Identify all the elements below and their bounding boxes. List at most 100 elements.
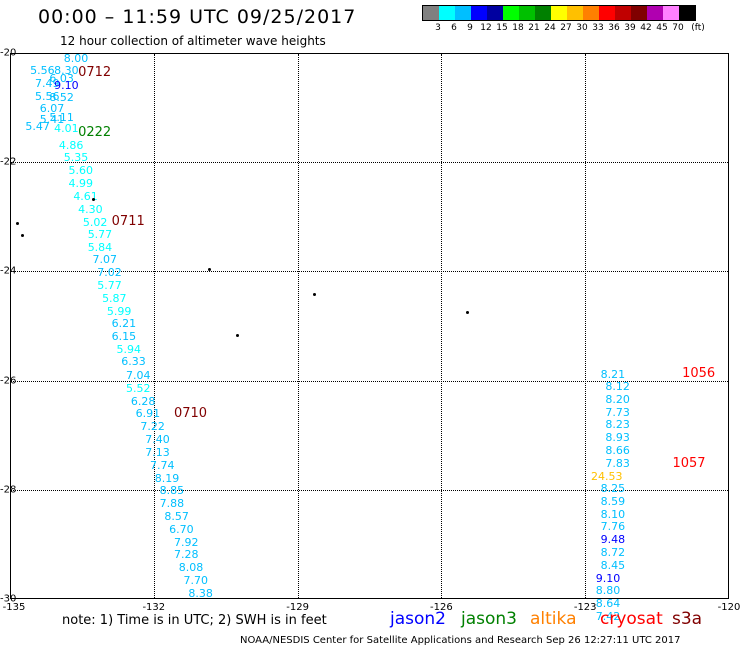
lat-tick-label: -28 — [0, 484, 17, 496]
pass-time-label: 0222 — [78, 124, 112, 140]
page-title: 00:00 – 11:59 UTC 09/25/2017 — [38, 6, 357, 28]
scale-label: (ft) — [691, 23, 705, 33]
scale-label: 18 — [512, 23, 524, 33]
wave-height-label: 8.72 — [600, 546, 626, 560]
wave-height-label: 6.28 — [130, 394, 156, 408]
wave-height-label: 5.56 — [34, 89, 60, 103]
wave-height-label: 8.19 — [154, 471, 180, 485]
island-marker — [312, 293, 316, 297]
scale-label: 6 — [451, 23, 457, 33]
scale-label: 39 — [624, 23, 636, 33]
lat-tick-label: -30 — [0, 593, 17, 605]
pass-time-label: 1056 — [682, 365, 716, 381]
color-scale-labels: 3 6 9 12 15 18 21 24 27 30 33 36 39 42 45 70 (ft) — [422, 21, 705, 35]
pass-time-label: 0711 — [111, 214, 145, 230]
wave-height-label: 8.23 — [605, 418, 630, 432]
wave-height-label: 5.84 — [87, 240, 113, 254]
wave-height-label: 8.10 — [600, 507, 626, 521]
scale-label: 24 — [544, 23, 556, 33]
grid-line-lon — [441, 54, 443, 598]
scale-swatch — [567, 6, 583, 20]
wave-height-label: 7.07 — [92, 253, 117, 267]
satellite-legend-jason3: jason3 — [461, 609, 517, 629]
wave-height-label: 8.30 — [54, 64, 79, 78]
wave-height-label: 7.02 — [97, 266, 122, 280]
wave-height-label: 8.52 — [49, 90, 74, 104]
wave-height-label: 4.86 — [58, 138, 84, 152]
grid-line-lon — [297, 54, 299, 598]
island-marker — [92, 197, 96, 201]
scale-swatch — [679, 6, 695, 20]
scale-label: 3 — [435, 23, 441, 33]
wave-height-label: 5.77 — [87, 228, 113, 242]
wave-height-label: 5.47 — [25, 119, 50, 133]
footer-credit: NOAA/NESDIS Center for Satellite Applica… — [240, 635, 681, 646]
wave-height-label: 5.41 — [39, 112, 65, 126]
scale-label: 30 — [576, 23, 588, 33]
lat-tick-label: -24 — [0, 265, 17, 277]
wave-height-label: 5.52 — [126, 381, 151, 395]
pass-time-label: 1057 — [672, 455, 706, 471]
wave-height-label: 24.53 — [590, 469, 623, 483]
grid-line-lat — [11, 380, 728, 382]
scale-label: 36 — [608, 23, 620, 33]
wave-height-label: 8.59 — [600, 494, 626, 508]
scale-swatch — [599, 6, 615, 20]
wave-height-label: 5.94 — [116, 342, 141, 356]
wave-height-label: 8.08 — [178, 561, 204, 575]
color-scale: 3 6 9 12 15 18 21 24 27 30 33 36 39 42 45 70 (ft) — [422, 5, 705, 37]
scale-swatch — [519, 6, 535, 20]
grid-line-lat — [11, 489, 728, 491]
lon-tick-label: -135 — [2, 602, 26, 613]
wave-height-label: 7.70 — [183, 573, 209, 587]
wave-height-label: 8.85 — [159, 484, 185, 498]
scale-label: 12 — [480, 23, 492, 33]
wave-height-label: 5.60 — [68, 164, 94, 178]
lat-tick-label: -26 — [0, 375, 17, 387]
scale-label: 33 — [592, 23, 604, 33]
wave-height-label: 4.30 — [78, 203, 103, 217]
grid-line-lon — [585, 54, 587, 598]
scale-swatch — [439, 6, 455, 20]
lon-tick-label: -126 — [430, 602, 453, 613]
map-plot-area: 8.00 5.56 8.30 6.03 7.49 9.10 5.56 8.52 6.07 5.41… — [10, 53, 729, 622]
wave-height-label: 8.20 — [605, 392, 630, 406]
scale-swatch — [647, 6, 663, 20]
wave-height-label: 9.48 — [600, 533, 626, 547]
scale-label: 45 — [656, 23, 668, 33]
wave-height-label: 9.10 — [54, 78, 79, 92]
satellite-legend-cryosat: cryosat — [600, 609, 663, 629]
wave-height-label: 6.21 — [111, 317, 137, 331]
wave-height-label: 5.11 — [49, 111, 74, 125]
lon-tick-label: -123 — [573, 602, 597, 613]
scale-swatch — [471, 6, 487, 20]
wave-height-label: 7.74 — [150, 458, 175, 472]
page-subtitle: 12 hour collection of altimeter wave hei… — [60, 34, 326, 48]
scale-swatch — [423, 6, 439, 20]
wave-height-label: 5.02 — [82, 216, 108, 230]
wave-height-label: 8.80 — [595, 584, 621, 598]
island-marker — [466, 310, 470, 314]
island-marker — [207, 268, 211, 272]
scale-swatch — [615, 6, 631, 20]
wave-height-label: 5.56 — [30, 64, 55, 78]
wave-height-label: 5.87 — [102, 291, 127, 305]
lon-tick-label: -132 — [142, 602, 166, 613]
scale-swatch — [503, 6, 519, 20]
wave-height-label: 6.15 — [111, 329, 137, 343]
wave-height-label: 8.45 — [600, 559, 626, 573]
wave-height-label: 7.88 — [159, 497, 185, 511]
scale-label: 21 — [528, 23, 540, 33]
pass-time-label: 0710 — [173, 406, 208, 422]
grid-line-lat — [11, 271, 728, 273]
lon-tick-label: -120 — [717, 602, 740, 613]
scale-label: 15 — [496, 23, 508, 33]
lon-tick-label: -129 — [286, 602, 309, 613]
scale-label: 70 — [672, 23, 684, 33]
scale-swatch — [455, 6, 471, 20]
island-marker — [236, 333, 240, 337]
grid-line-lon — [153, 54, 155, 598]
wave-height-label: 5.35 — [63, 150, 89, 164]
wave-height-label: 4.01 — [54, 122, 79, 136]
wave-height-label: 7.13 — [145, 446, 170, 460]
